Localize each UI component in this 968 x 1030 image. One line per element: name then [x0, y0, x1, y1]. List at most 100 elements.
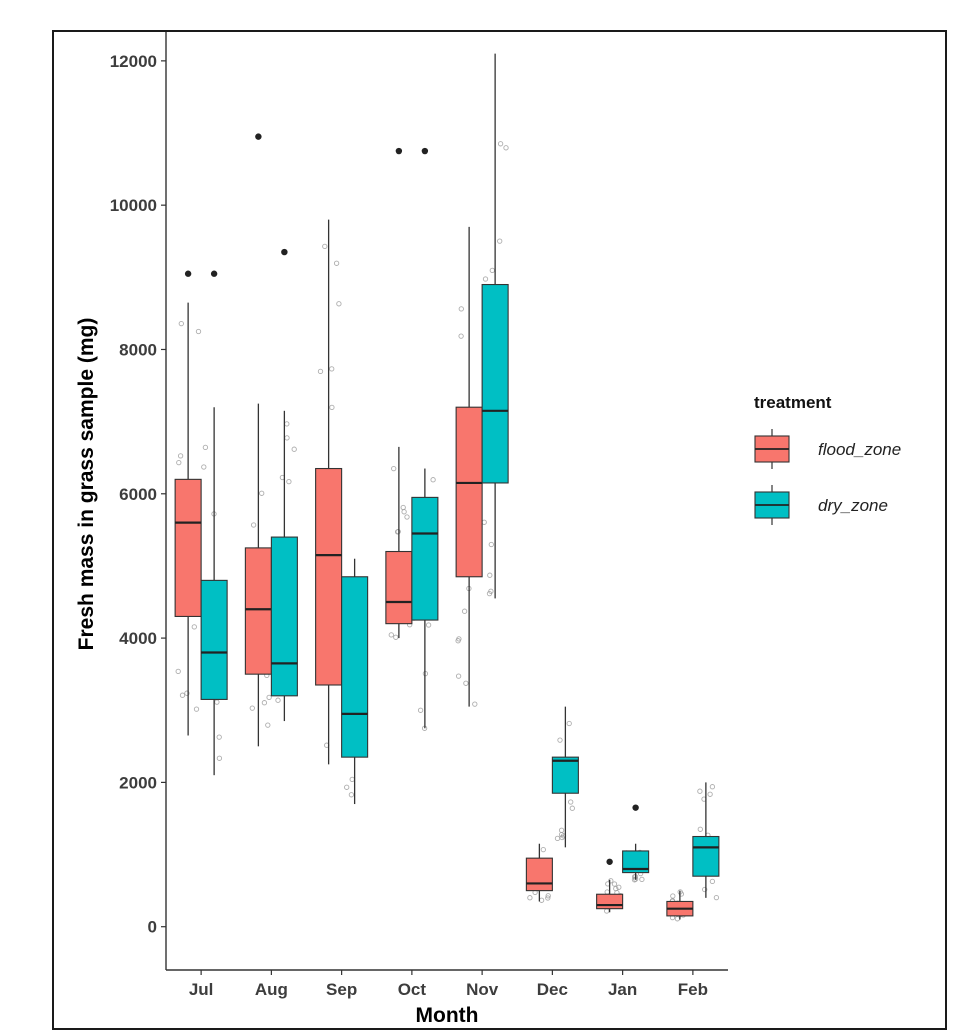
jitter-point	[455, 638, 461, 644]
outlier-point	[184, 270, 192, 277]
jitter-point	[176, 459, 182, 466]
y-tick-label: 12000	[110, 52, 157, 71]
box-iqr	[525, 857, 553, 892]
jitter-point	[393, 634, 399, 640]
jitter-point	[616, 884, 622, 890]
jitter-point	[604, 889, 610, 895]
jitter-point	[214, 699, 220, 705]
jitter-point	[329, 366, 335, 372]
jitter-point	[216, 734, 222, 740]
box-dry_zone-Feb	[692, 782, 720, 898]
jitter-point	[486, 590, 493, 597]
box-dry_zone-Aug	[270, 248, 298, 722]
jitter-point	[678, 891, 685, 897]
outlier-point	[606, 858, 613, 865]
jitter-point	[201, 464, 207, 470]
jitter-point	[395, 528, 401, 535]
jitter-point	[709, 784, 716, 790]
jitter-point	[497, 141, 504, 147]
box-dry_zone-Nov	[481, 53, 509, 599]
y-tick-label: 6000	[119, 485, 157, 504]
jitter-point	[417, 707, 424, 713]
legend: treatment flood_zone dry_zone	[754, 393, 901, 525]
jitter-point	[317, 368, 324, 375]
box-iqr	[385, 550, 413, 625]
jitter-point	[569, 805, 575, 811]
jitter-point	[608, 878, 614, 884]
jitter-point	[707, 791, 713, 797]
jitter-point	[336, 301, 342, 307]
jitter-point	[463, 680, 469, 686]
box-iqr	[596, 893, 624, 910]
jitter-point	[191, 624, 197, 630]
jitter-point	[425, 622, 432, 628]
x-tick-label: Feb	[678, 980, 708, 999]
jitter-point	[193, 706, 200, 712]
jitter-point	[178, 320, 184, 327]
jitter-point	[348, 792, 355, 798]
x-tick-label: Sep	[326, 980, 357, 999]
jitter-point	[497, 238, 503, 244]
box-iqr	[174, 478, 202, 617]
jitter-point	[344, 784, 350, 790]
jitter-point	[202, 444, 209, 451]
box-iqr	[315, 467, 343, 686]
jitter-point	[713, 894, 720, 901]
jitter-point	[391, 465, 397, 472]
y-tick-label: 0	[148, 918, 157, 937]
jitter-point	[538, 897, 545, 903]
jitter-point	[175, 668, 181, 675]
y-axis-title: Fresh mass in grass sample (mg)	[75, 318, 98, 651]
x-tick-label: Aug	[255, 980, 288, 999]
box-flood_zone-Aug	[244, 133, 272, 747]
jitter-point	[702, 886, 708, 893]
box-flood_zone-Dec	[525, 843, 553, 902]
figure-frame: 0 2000 4000 6000 8000 10000 12000 Jul Aug Sep Oct N…	[52, 30, 947, 1030]
x-tick-label: Jan	[608, 980, 637, 999]
box-iqr	[200, 579, 228, 700]
jitter-point	[284, 421, 290, 427]
box-iqr	[622, 850, 650, 874]
jitter-point	[545, 893, 551, 899]
box-iqr	[481, 283, 509, 484]
jitter-point	[404, 514, 410, 520]
y-tick-label: 10000	[110, 196, 157, 215]
jitter-point	[487, 572, 493, 578]
jitter-point	[639, 876, 645, 883]
legend-item-dry_zone: dry_zone	[754, 485, 888, 525]
jitter-point	[216, 755, 223, 761]
box-plot-chart: 0 2000 4000 6000 8000 10000 12000 Jul Aug Sep Oct N…	[75, 32, 901, 1027]
jitter-point	[458, 333, 464, 339]
jitter-points	[175, 141, 720, 922]
box-dry_zone-Jul	[200, 270, 228, 776]
box-flood_zone-Oct	[385, 147, 413, 639]
box-flood_zone-Sep	[315, 219, 343, 765]
jitter-point	[709, 878, 716, 885]
jitter-point	[674, 916, 681, 922]
box-flood_zone-Jan	[596, 858, 624, 913]
jitter-point	[697, 788, 703, 794]
y-tick-label: 2000	[119, 773, 157, 792]
jitter-point	[349, 776, 355, 783]
box-iqr	[692, 835, 720, 877]
jitter-point	[333, 260, 340, 266]
jitter-point	[611, 881, 618, 887]
jitter-point	[195, 328, 202, 335]
jitter-point	[604, 908, 610, 914]
jitter-point	[545, 895, 551, 901]
box-iqr	[341, 576, 369, 758]
jitter-point	[266, 694, 272, 701]
jitter-point	[472, 701, 478, 707]
x-tick-label: Oct	[398, 980, 427, 999]
jitter-point	[322, 243, 328, 250]
jitter-point	[250, 522, 257, 528]
box-flood_zone-Feb	[666, 890, 694, 920]
outlier-point	[281, 248, 288, 256]
jitter-point	[177, 453, 184, 459]
jitter-point	[275, 697, 281, 703]
jitter-point	[400, 504, 406, 511]
jitter-point	[458, 306, 464, 312]
legend-item-flood_zone: flood_zone	[754, 429, 901, 469]
box-flood_zone-Nov	[455, 226, 483, 707]
jitter-point	[249, 705, 255, 711]
